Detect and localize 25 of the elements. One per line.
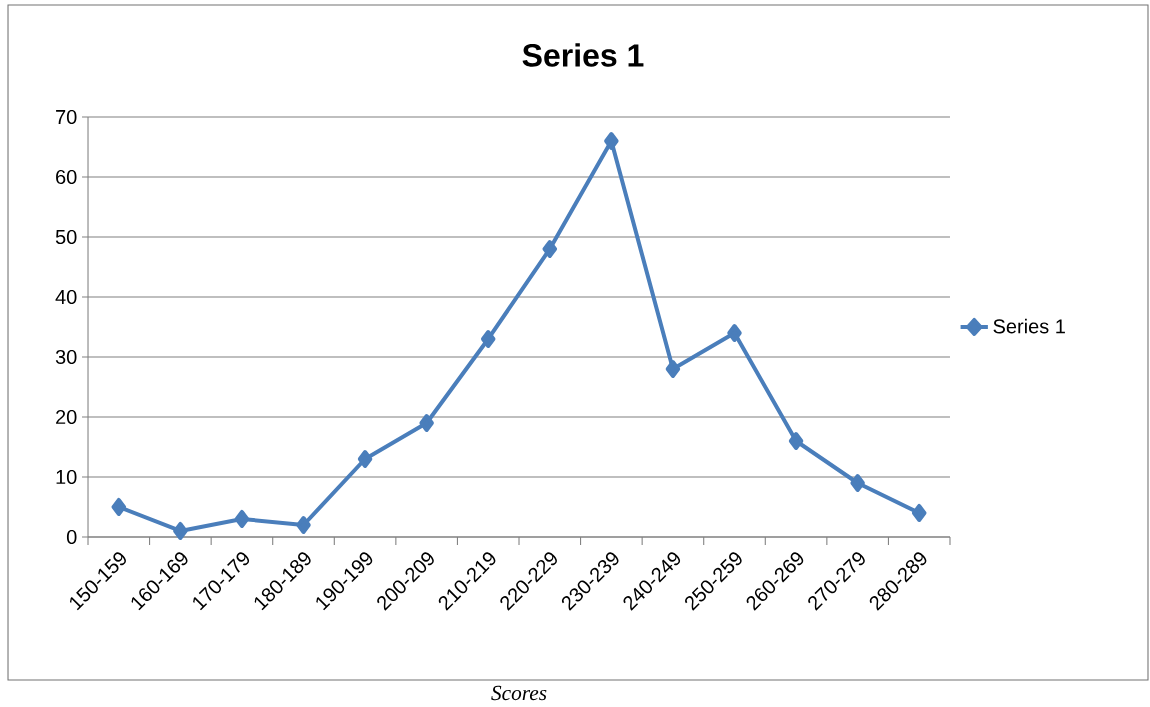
y-tick-label: 70 <box>56 109 77 125</box>
point <box>665 359 681 378</box>
point <box>788 431 804 450</box>
point <box>542 239 558 258</box>
y-tick-label: 30 <box>55 349 77 365</box>
y-tick-label: 50 <box>55 229 77 245</box>
point <box>850 473 865 492</box>
point <box>604 132 619 150</box>
point <box>480 329 496 348</box>
point <box>911 503 927 522</box>
y-tick-label: 40 <box>55 289 77 305</box>
text: Scores <box>491 685 547 701</box>
legend-label: Series 1 <box>993 318 1065 334</box>
point <box>296 515 311 534</box>
point <box>234 509 250 528</box>
point <box>357 449 373 468</box>
y-tick-label: 0 <box>66 529 77 545</box>
point <box>727 323 742 342</box>
y-tick-label: 60 <box>56 169 77 185</box>
point <box>173 521 188 540</box>
y-tick-label: 20 <box>56 409 77 425</box>
point <box>111 497 127 516</box>
point <box>419 413 434 432</box>
y-tick-label: 10 <box>56 469 77 485</box>
chart-title: Series 1 <box>522 43 644 67</box>
